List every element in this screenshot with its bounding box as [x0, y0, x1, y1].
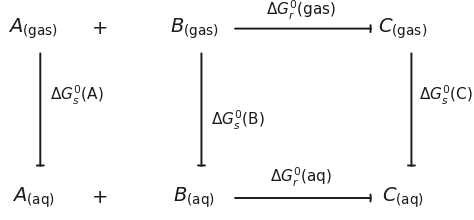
Text: $\Delta G_s^0(\rm A)$: $\Delta G_s^0(\rm A)$ — [50, 84, 103, 107]
Text: $\Delta G_r^0(\rm gas)$: $\Delta G_r^0(\rm gas)$ — [266, 0, 336, 22]
Text: $A_{\rm (gas)}$: $A_{\rm (gas)}$ — [8, 16, 58, 41]
Text: $\Delta G_s^0(\rm B)$: $\Delta G_s^0(\rm B)$ — [211, 108, 264, 132]
Text: $\Delta G_r^0(\rm aq)$: $\Delta G_r^0(\rm aq)$ — [270, 165, 332, 189]
Text: $+$: $+$ — [91, 189, 108, 207]
Text: $B_{\rm (aq)}$: $B_{\rm (aq)}$ — [173, 186, 215, 210]
Text: $+$: $+$ — [91, 20, 108, 38]
Text: $C_{\rm (aq)}$: $C_{\rm (aq)}$ — [382, 186, 424, 210]
Text: $\Delta G_s^0(\rm C)$: $\Delta G_s^0(\rm C)$ — [419, 84, 474, 107]
Text: $B_{\rm (gas)}$: $B_{\rm (gas)}$ — [170, 16, 219, 41]
Text: $C_{\rm (gas)}$: $C_{\rm (gas)}$ — [378, 16, 428, 41]
Text: $A_{\rm (aq)}$: $A_{\rm (aq)}$ — [12, 186, 55, 210]
